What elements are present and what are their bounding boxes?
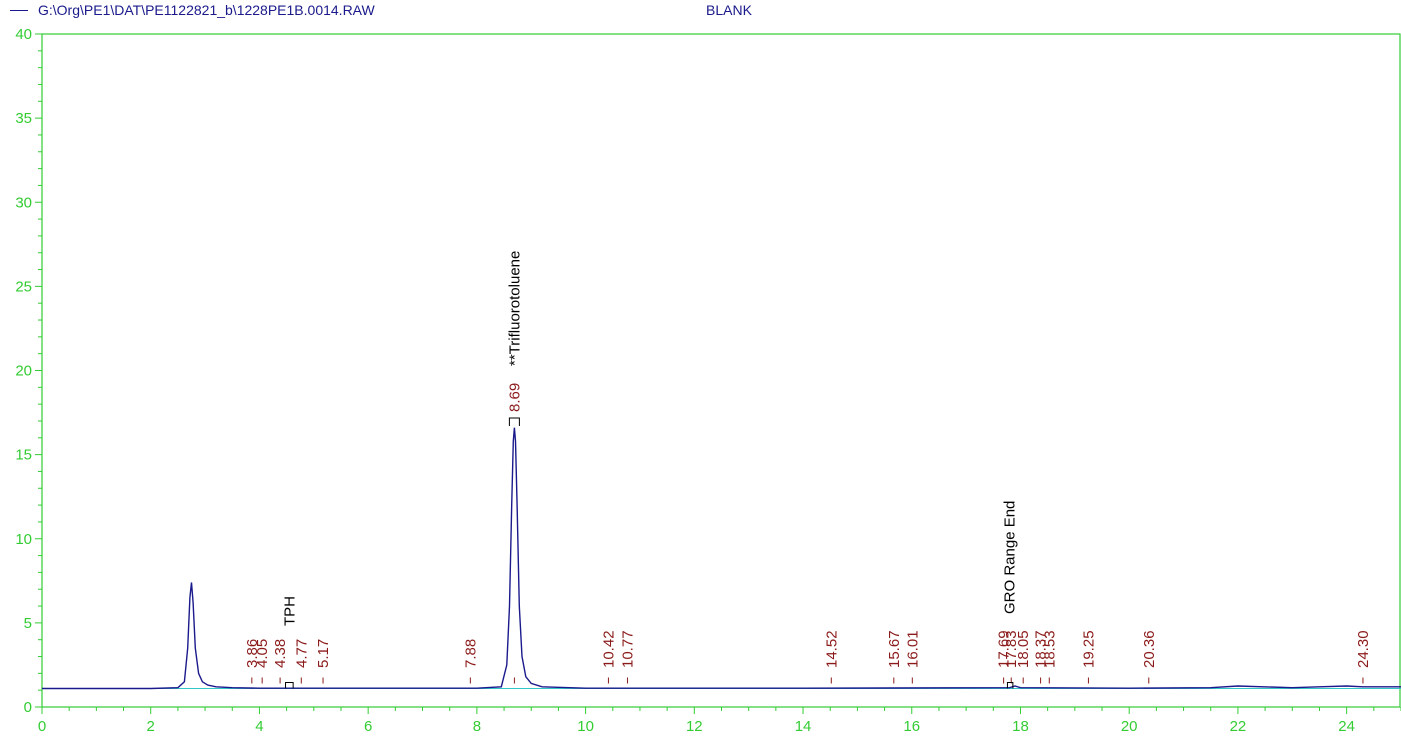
peak-label: 19.25: [1080, 630, 1097, 668]
x-tick-label: 2: [147, 718, 155, 735]
peak-label: 18.53: [1041, 630, 1058, 668]
y-tick-label: 30: [15, 194, 32, 211]
x-tick-label: 12: [686, 718, 703, 735]
y-tick-label: 25: [15, 278, 32, 295]
peak-label: 24.30: [1355, 630, 1372, 668]
tph-bracket: [285, 681, 294, 689]
y-tick-label: 15: [15, 447, 32, 464]
peak-label: 3.86: [244, 639, 261, 668]
x-tick-label: 8: [473, 718, 481, 735]
y-tick-label: 35: [15, 110, 32, 127]
peak-label: 17.69: [996, 630, 1013, 668]
peak-label: 18.05: [1015, 630, 1032, 668]
peak-label: 14.52: [823, 630, 840, 668]
peak-label: 10.77: [619, 630, 636, 668]
peak-label: 20.36: [1141, 630, 1158, 668]
x-tick-label: 24: [1338, 718, 1355, 735]
peak-label: 17.83: [1003, 630, 1020, 668]
x-tick-label: 16: [903, 718, 920, 735]
x-tick-label: 20: [1121, 718, 1138, 735]
y-tick-label: 5: [24, 615, 32, 632]
trace-legend-line: [10, 10, 28, 11]
compound-label: **Trifluorotoluene: [506, 251, 523, 366]
y-tick-label: 40: [15, 26, 32, 43]
plot-frame: [41, 33, 1401, 708]
peak-label: 7.88: [462, 639, 479, 668]
peak-label: 10.42: [600, 630, 617, 668]
peak-label: 15.67: [886, 630, 903, 668]
x-tick-label: 0: [38, 718, 46, 735]
compound-label: GRO Range End: [1002, 501, 1019, 614]
trifluorotoluene-bracket: [508, 417, 520, 426]
y-tick-label: 0: [24, 699, 32, 716]
y-tick-label: 10: [15, 531, 32, 548]
x-tick-label: 22: [1230, 718, 1247, 735]
peak-label: 16.01: [904, 630, 921, 668]
peak-label: 18.37: [1033, 630, 1050, 668]
peak-label: 4.77: [293, 639, 310, 668]
x-tick-label: 4: [255, 718, 263, 735]
x-tick-label: 14: [795, 718, 812, 735]
raw-file-path: G:\Org\PE1\DAT\PE1122821_b\1228PE1B.0014…: [38, 2, 375, 18]
peak-label: 8.69: [506, 383, 523, 412]
peak-label: 4.05: [254, 639, 271, 668]
compound-label: TPH: [281, 596, 298, 626]
gro-bracket: [1006, 681, 1014, 689]
sample-name: BLANK: [706, 2, 752, 18]
peak-label: 4.38: [272, 639, 289, 668]
y-tick-label: 20: [15, 363, 32, 380]
x-tick-label: 10: [577, 718, 594, 735]
x-tick-label: 18: [1012, 718, 1029, 735]
peak-label: 5.17: [315, 639, 332, 668]
x-tick-label: 6: [364, 718, 372, 735]
chromatogram-header: G:\Org\PE1\DAT\PE1122821_b\1228PE1B.0014…: [0, 0, 1401, 22]
chromatogram-trace: [42, 427, 1401, 690]
